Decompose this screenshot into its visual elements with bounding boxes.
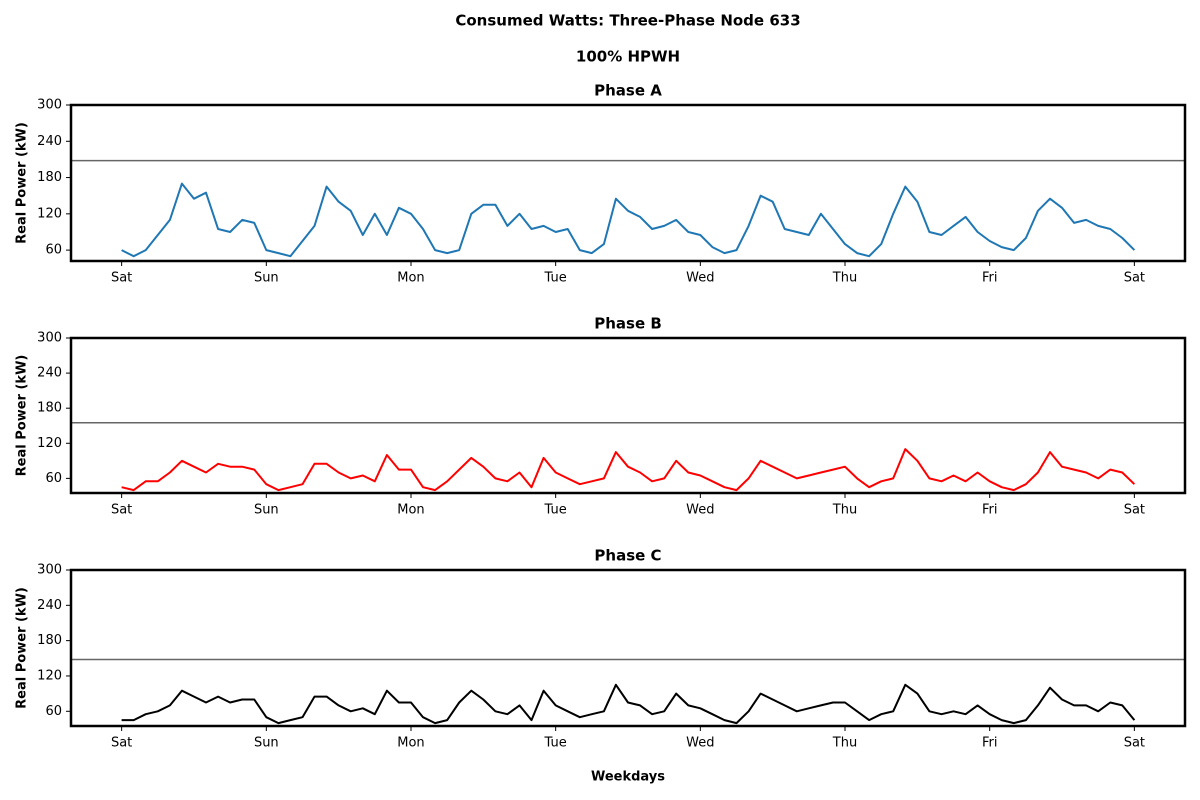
y-tick-label: 120 <box>37 436 62 451</box>
x-tick-label: Tue <box>544 271 567 286</box>
x-tick-label: Sat <box>1124 271 1145 286</box>
x-tick-label: Sun <box>254 736 279 751</box>
y-tick-label: 180 <box>37 170 62 185</box>
x-tick-label: Thu <box>832 503 857 518</box>
y-tick-label: 60 <box>45 243 62 258</box>
panel-title: Phase C <box>594 547 661 565</box>
x-tick-label: Sun <box>254 503 279 518</box>
x-tick-label: Tue <box>544 503 567 518</box>
x-tick-label: Wed <box>686 736 714 751</box>
x-tick-label: Wed <box>686 271 714 286</box>
x-tick-label: Mon <box>397 736 424 751</box>
x-axis-label: Weekdays <box>591 770 665 785</box>
y-tick-label: 240 <box>37 598 62 613</box>
x-tick-label: Sun <box>254 271 279 286</box>
x-tick-label: Thu <box>832 271 857 286</box>
y-axis-label: Real Power (kW) <box>15 355 30 477</box>
y-tick-label: 240 <box>37 134 62 149</box>
data-line <box>121 448 1136 492</box>
x-tick-label: Sat <box>111 271 132 286</box>
plot-frame <box>69 336 1187 495</box>
x-tick-label: Mon <box>397 503 424 518</box>
plot-frame <box>69 568 1187 728</box>
y-tick-label: 180 <box>37 401 62 416</box>
y-tick-label: 300 <box>37 98 62 113</box>
y-tick-label: 300 <box>37 563 62 578</box>
y-tick-label: 120 <box>37 206 62 221</box>
x-tick-label: Fri <box>982 503 998 518</box>
x-tick-label: Wed <box>686 503 714 518</box>
x-tick-label: Sat <box>1124 503 1145 518</box>
figure-subtitle: 100% HPWH <box>576 48 680 66</box>
x-tick-label: Sat <box>111 736 132 751</box>
x-tick-label: Tue <box>544 736 567 751</box>
plot-frame <box>69 103 1187 263</box>
x-tick-label: Mon <box>397 271 424 286</box>
x-tick-label: Thu <box>832 736 857 751</box>
y-axis-label: Real Power (kW) <box>15 122 30 244</box>
data-line <box>121 683 1136 725</box>
y-tick-label: 240 <box>37 366 62 381</box>
figure-title: Consumed Watts: Three-Phase Node 633 <box>455 12 800 30</box>
x-tick-label: Fri <box>982 736 998 751</box>
x-tick-label: Sat <box>111 503 132 518</box>
y-tick-label: 180 <box>37 633 62 648</box>
x-tick-label: Sat <box>1124 736 1145 751</box>
y-tick-label: 300 <box>37 331 62 346</box>
y-tick-label: 120 <box>37 668 62 683</box>
x-tick-label: Fri <box>982 271 998 286</box>
y-tick-label: 60 <box>45 471 62 486</box>
panel-title: Phase A <box>594 82 662 100</box>
panel-title: Phase B <box>594 315 662 333</box>
y-tick-label: 60 <box>45 704 62 719</box>
data-line <box>121 182 1136 258</box>
y-axis-label: Real Power (kW) <box>15 587 30 709</box>
